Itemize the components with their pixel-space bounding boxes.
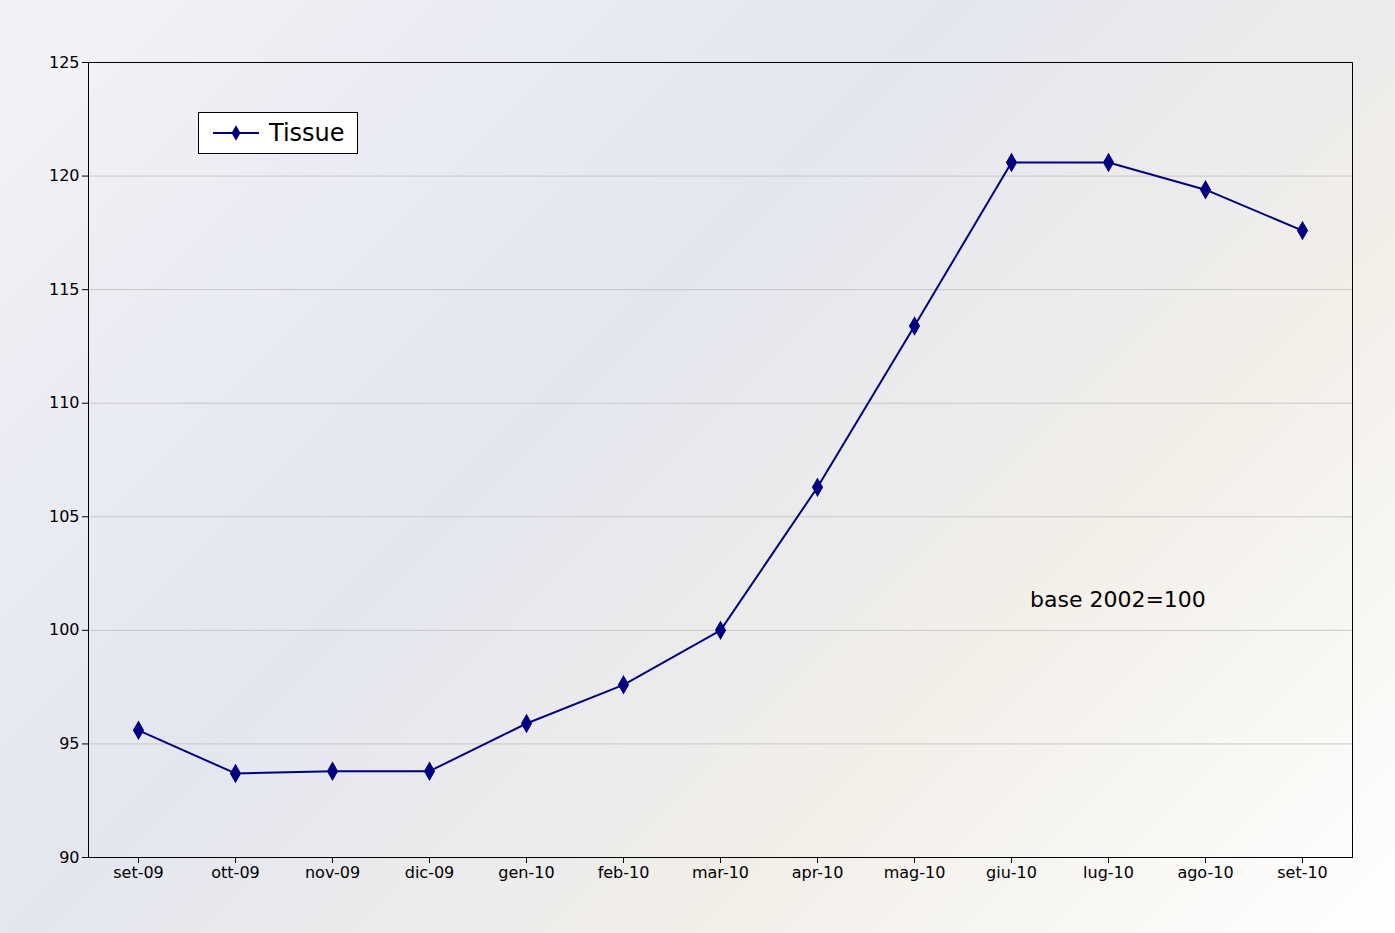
svg-text:105: 105 bbox=[49, 507, 80, 526]
svg-text:ott-09: ott-09 bbox=[211, 863, 259, 882]
svg-text:mag-10: mag-10 bbox=[884, 863, 946, 882]
svg-text:100: 100 bbox=[49, 620, 80, 639]
svg-text:mar-10: mar-10 bbox=[692, 863, 749, 882]
svg-text:120: 120 bbox=[49, 166, 80, 185]
svg-text:feb-10: feb-10 bbox=[598, 863, 650, 882]
svg-text:ago-10: ago-10 bbox=[1177, 863, 1233, 882]
svg-text:110: 110 bbox=[49, 393, 80, 412]
svg-text:lug-10: lug-10 bbox=[1083, 863, 1134, 882]
svg-text:115: 115 bbox=[49, 280, 80, 299]
svg-text:dic-09: dic-09 bbox=[405, 863, 455, 882]
svg-text:apr-10: apr-10 bbox=[792, 863, 844, 882]
svg-text:set-10: set-10 bbox=[1277, 863, 1328, 882]
svg-text:nov-09: nov-09 bbox=[305, 863, 360, 882]
svg-text:giu-10: giu-10 bbox=[986, 863, 1037, 882]
html-text:Tissue: Tissue bbox=[269, 119, 345, 147]
svg-text:95: 95 bbox=[59, 734, 79, 753]
html-text:base 2002=100: base 2002=100 bbox=[1030, 587, 1206, 612]
svg-text:set-09: set-09 bbox=[113, 863, 164, 882]
svg-text:125: 125 bbox=[49, 53, 80, 72]
svg-text:90: 90 bbox=[59, 848, 79, 867]
svg-text:gen-10: gen-10 bbox=[498, 863, 554, 882]
